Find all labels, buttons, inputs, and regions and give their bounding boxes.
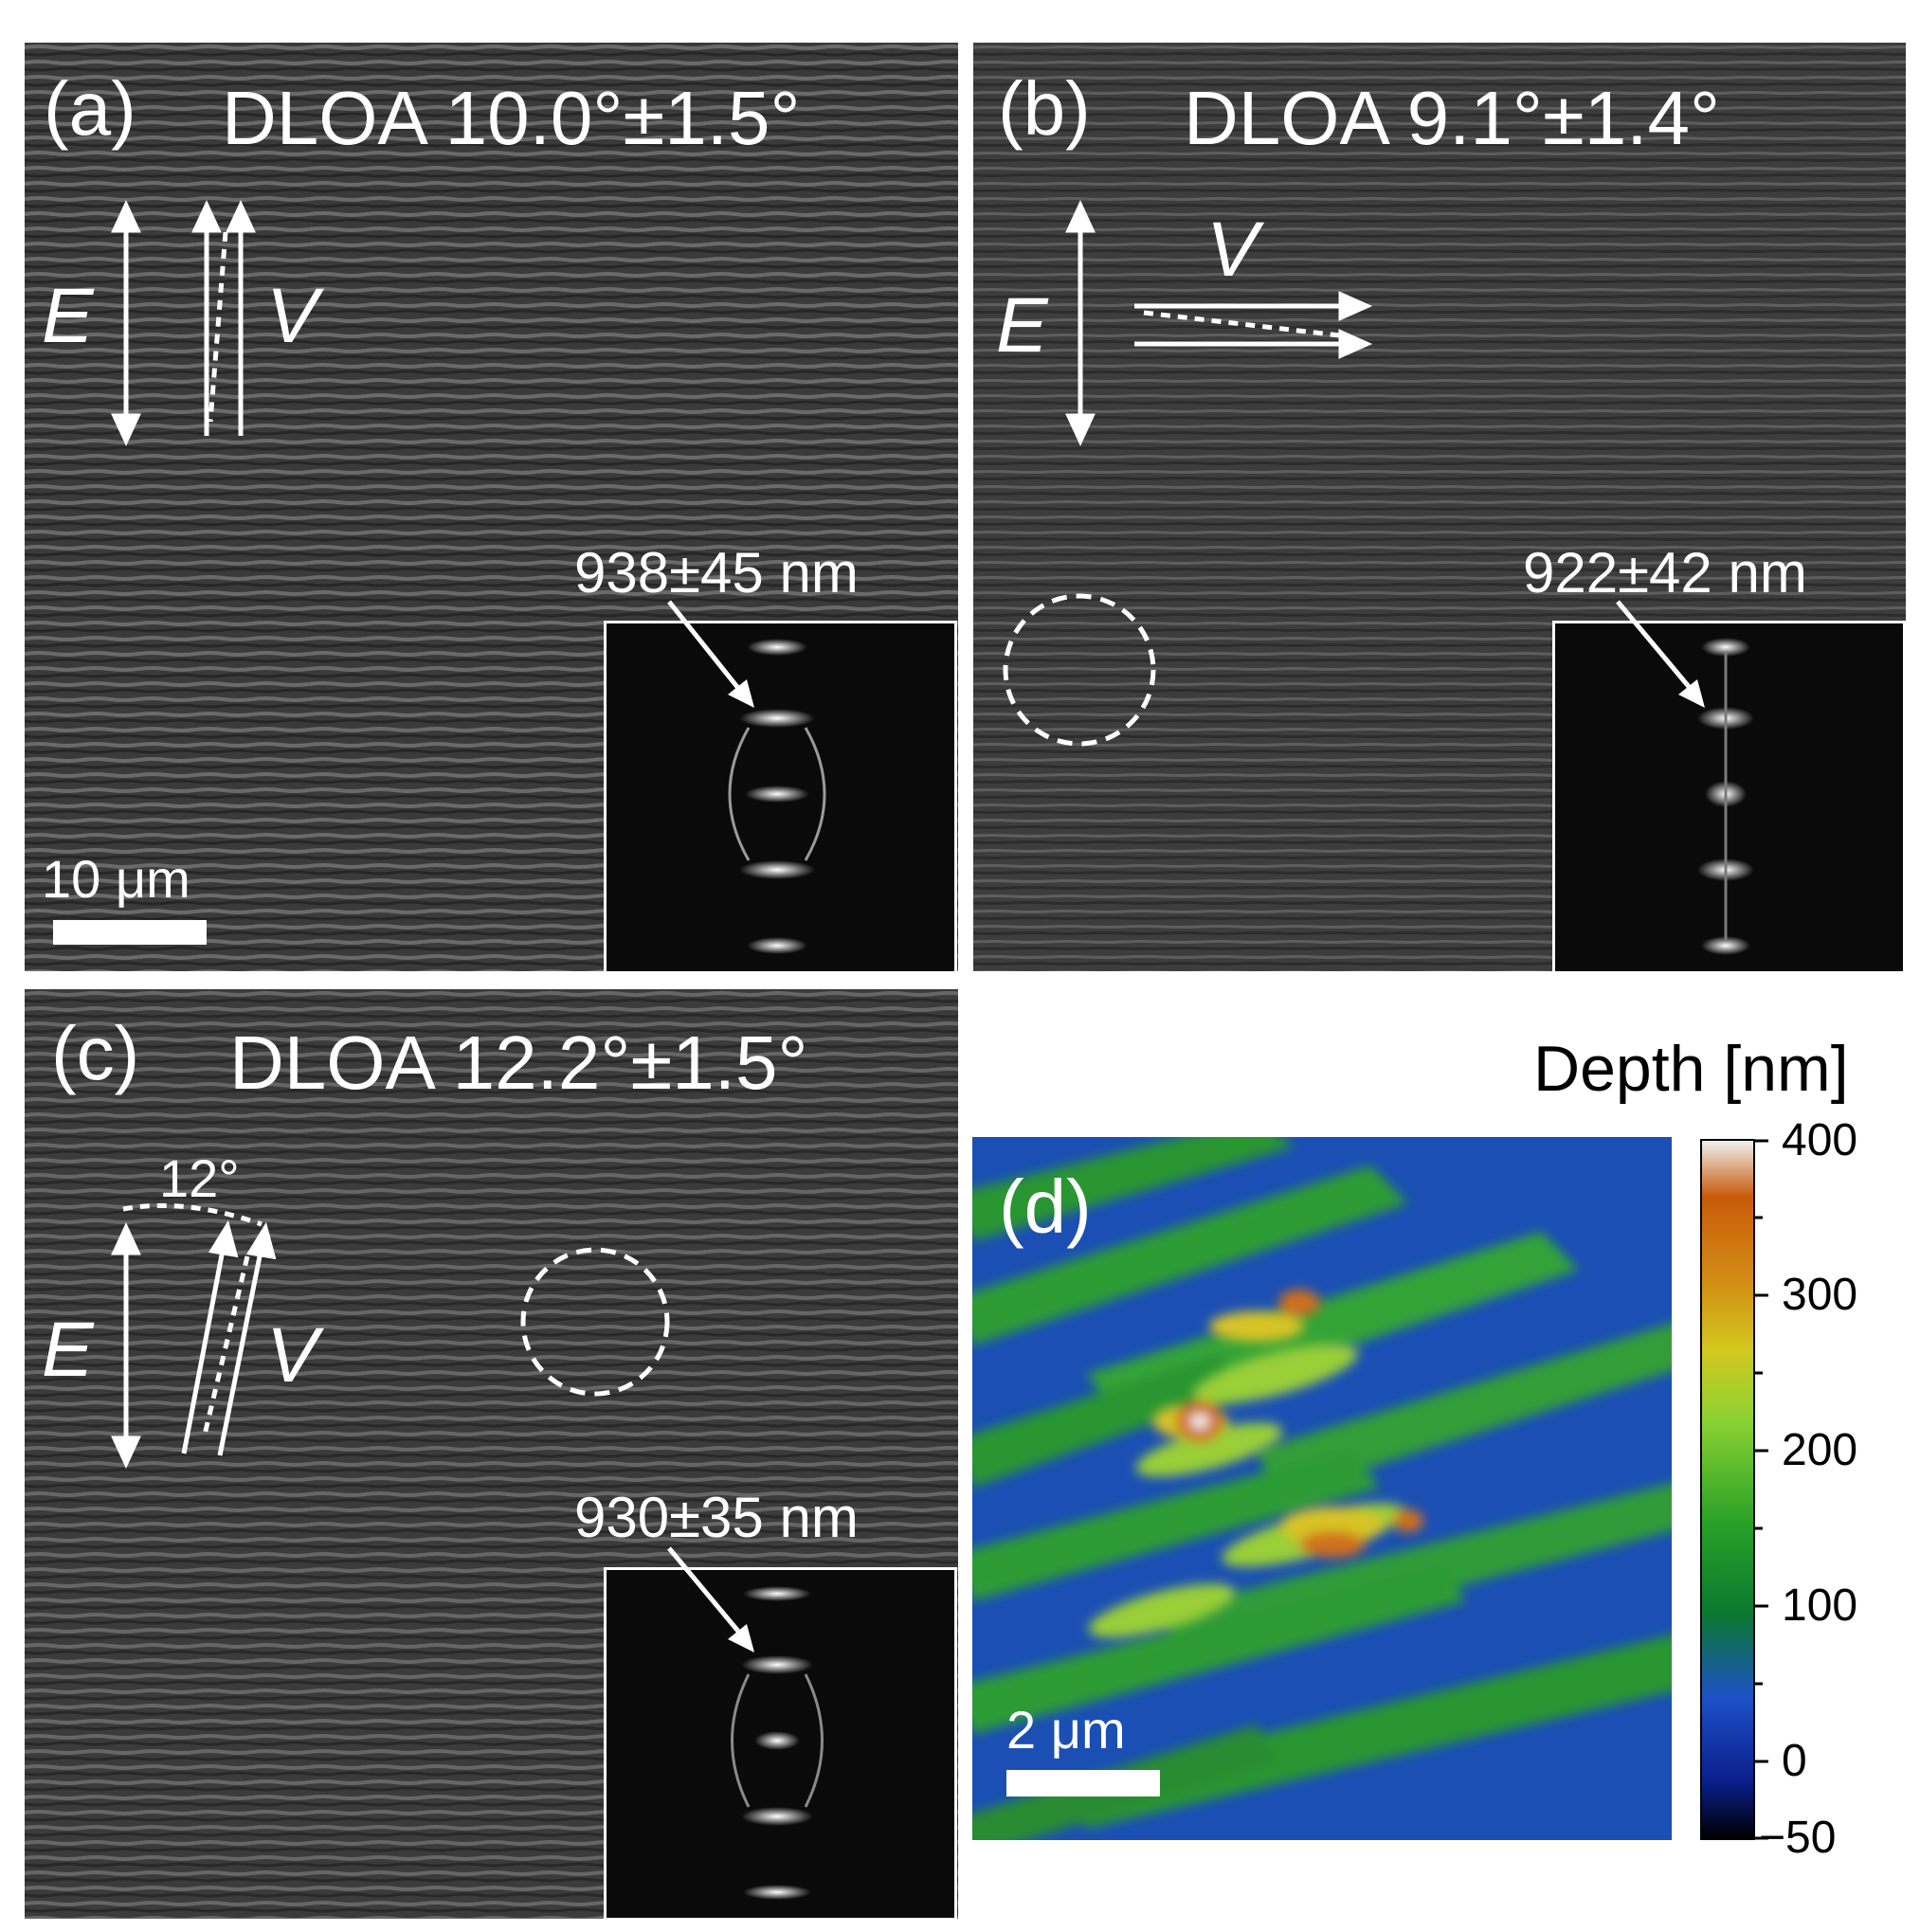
defect-circle xyxy=(1003,593,1156,747)
e-field-symbol: E xyxy=(996,282,1048,369)
fft-inset-c xyxy=(604,1567,957,1919)
velocity-symbol: V xyxy=(266,1312,318,1399)
fft-inset-b xyxy=(1552,621,1906,971)
defect-circle xyxy=(520,1247,670,1397)
dloa-value-b: DLOA 9.1°±1.4° xyxy=(1184,76,1720,160)
panel-label-a: (a) xyxy=(44,66,136,151)
period-arrow-c xyxy=(667,1546,754,1652)
period-label-a: 938±45 nm xyxy=(574,541,859,605)
depth-colorbar xyxy=(1700,1139,1755,1840)
dloa-value-a: DLOA 10.0°±1.5° xyxy=(222,76,801,160)
sem-panel-a: (a) DLOA 10.0°±1.5° E V 938±45 nm xyxy=(25,43,958,971)
polarization-arrows-b xyxy=(1003,200,1373,747)
scale-bar-a xyxy=(53,920,207,945)
colorbar-tick: 0 xyxy=(1782,1736,1807,1786)
velocity-symbol: V xyxy=(1206,207,1259,293)
sem-panel-c: (c) DLOA 12.2°±1.5° 12° E V 930±35 nm xyxy=(25,989,958,1919)
e-field-symbol: E xyxy=(42,273,94,359)
sem-panel-b: (b) DLOA 9.1°±1.4° E V 922±42 nm xyxy=(973,43,1906,971)
period-arrow-b xyxy=(1616,600,1705,708)
colorbar-tick: 300 xyxy=(1782,1270,1858,1320)
e-field-symbol: E xyxy=(42,1307,94,1393)
polarization-arrows-a xyxy=(111,200,256,446)
period-label-c: 930±35 nm xyxy=(574,1486,859,1549)
fft-inset-a xyxy=(604,621,957,971)
afm-texture xyxy=(972,1137,1672,1840)
colorbar-tick: 100 xyxy=(1782,1580,1858,1631)
velocity-symbol: V xyxy=(266,273,318,359)
panel-label-d: (d) xyxy=(999,1165,1092,1249)
panel-label-b: (b) xyxy=(998,66,1091,151)
angle-label-c: 12° xyxy=(159,1148,240,1208)
scale-label-d: 2 μm xyxy=(1006,1700,1126,1760)
scale-label-a: 10 μm xyxy=(42,849,190,909)
colorbar-title: Depth [nm] xyxy=(1533,1033,1849,1105)
period-arrow-a xyxy=(667,600,754,708)
panel-label-c: (c) xyxy=(51,1011,140,1095)
colorbar-tick: 400 xyxy=(1782,1115,1858,1165)
dloa-value-c: DLOA 12.2°±1.5° xyxy=(229,1020,808,1105)
colorbar-tick: 200 xyxy=(1782,1425,1858,1475)
colorbar-tick: −50 xyxy=(1759,1813,1837,1863)
scale-bar-d xyxy=(1006,1770,1160,1797)
afm-depth-map: (d) 2 μm xyxy=(972,1137,1672,1840)
period-label-b: 922±42 nm xyxy=(1523,541,1807,605)
polarization-arrows-c xyxy=(111,1202,670,1469)
